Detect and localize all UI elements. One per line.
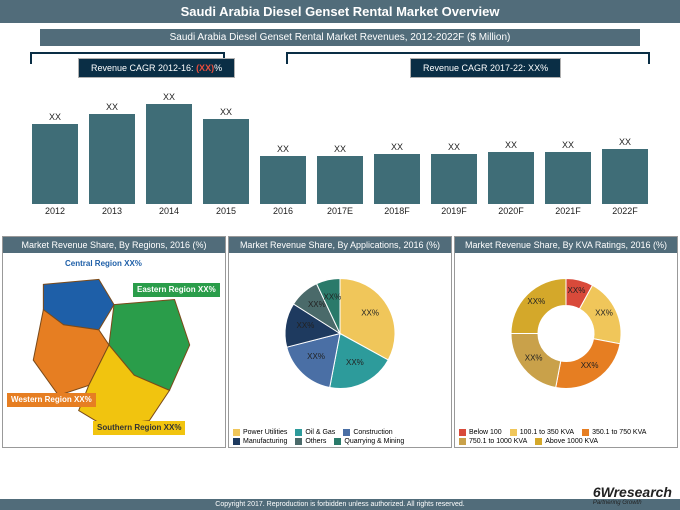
legend-item: Power Utilities bbox=[233, 429, 287, 436]
legend-item: 100.1 to 350 KVA bbox=[510, 429, 574, 436]
bar-2018F: XX2018F bbox=[372, 142, 422, 216]
legend-item: Construction bbox=[343, 429, 392, 436]
footer-copyright: Copyright 2017. Reproduction is forbidde… bbox=[0, 499, 680, 510]
svg-text:XX%: XX% bbox=[361, 309, 379, 318]
panel-applications-title: Market Revenue Share, By Applications, 2… bbox=[229, 237, 451, 253]
panel-regions: Market Revenue Share, By Regions, 2016 (… bbox=[2, 236, 226, 448]
panel-regions-title: Market Revenue Share, By Regions, 2016 (… bbox=[3, 237, 225, 253]
legend-item: Quarrying & Mining bbox=[334, 438, 404, 445]
legend-item: Above 1000 KVA bbox=[535, 438, 598, 445]
page-title: Saudi Arabia Diesel Genset Rental Market… bbox=[0, 0, 680, 23]
bar-2012: XX2012 bbox=[30, 112, 80, 216]
panel-applications: Market Revenue Share, By Applications, 2… bbox=[228, 236, 452, 448]
svg-text:XX%: XX% bbox=[527, 297, 545, 306]
legend-item: Manufacturing bbox=[233, 438, 287, 445]
bar-2015: XX2015 bbox=[201, 107, 251, 216]
svg-text:XX%: XX% bbox=[595, 309, 613, 318]
svg-text:XX%: XX% bbox=[525, 354, 543, 363]
revenue-bar-chart: Revenue CAGR 2012-16: (XX)% Revenue CAGR… bbox=[30, 52, 650, 232]
cagr-2012-16: Revenue CAGR 2012-16: (XX)% bbox=[78, 58, 235, 78]
label-southern: Southern Region XX% bbox=[93, 421, 185, 435]
svg-text:XX%: XX% bbox=[323, 293, 341, 302]
panel-kva: Market Revenue Share, By KVA Ratings, 20… bbox=[454, 236, 678, 448]
logo: 6Wresearch Partnering Growth bbox=[593, 484, 672, 506]
legend-item: Oil & Gas bbox=[295, 429, 335, 436]
legend-item: 350.1 to 750 KVA bbox=[582, 429, 646, 436]
bar-2013: XX2013 bbox=[87, 102, 137, 216]
label-eastern: Eastern Region XX% bbox=[133, 283, 220, 297]
svg-text:XX%: XX% bbox=[307, 352, 325, 361]
bar-2022F: XX2022F bbox=[600, 137, 650, 216]
legend-item: Others bbox=[295, 438, 326, 445]
bar-2017E: XX2017E bbox=[315, 144, 365, 216]
panel-kva-title: Market Revenue Share, By KVA Ratings, 20… bbox=[455, 237, 677, 253]
bar-2020F: XX2020F bbox=[486, 140, 536, 216]
legend-item: Below 100 bbox=[459, 429, 502, 436]
bar-2021F: XX2021F bbox=[543, 140, 593, 216]
bar-2019F: XX2019F bbox=[429, 142, 479, 216]
chart-subtitle: Saudi Arabia Diesel Genset Rental Market… bbox=[40, 29, 640, 46]
label-central: Central Region XX% bbox=[65, 259, 142, 269]
legend-item: 750.1 to 1000 KVA bbox=[459, 438, 527, 445]
svg-text:XX%: XX% bbox=[297, 321, 315, 330]
svg-text:XX%: XX% bbox=[346, 359, 364, 368]
svg-text:XX%: XX% bbox=[308, 301, 326, 310]
svg-text:XX%: XX% bbox=[581, 362, 599, 371]
label-western: Western Region XX% bbox=[7, 393, 96, 407]
svg-text:XX%: XX% bbox=[568, 286, 586, 295]
cagr-2017-22: Revenue CAGR 2017-22: XX% bbox=[410, 58, 561, 78]
bar-2016: XX2016 bbox=[258, 144, 308, 216]
bar-2014: XX2014 bbox=[144, 92, 194, 216]
